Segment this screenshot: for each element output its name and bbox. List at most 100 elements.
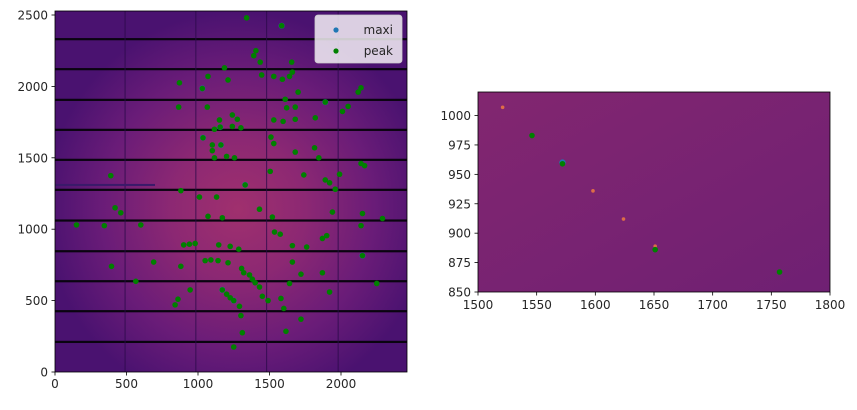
- right-y-axis: 850 875 900 925 950 975 1000: [440, 109, 478, 300]
- x-tick-label: 1650: [639, 298, 670, 312]
- peak-point: [361, 162, 368, 169]
- peak-point: [221, 65, 228, 71]
- peak-point: [278, 22, 285, 29]
- x-tick-label: 1500: [254, 377, 285, 391]
- right-image: [478, 92, 830, 292]
- peak-point: [107, 172, 114, 179]
- gap-line: [55, 38, 407, 41]
- x-tick-label: 1500: [463, 298, 494, 312]
- peak-point: [112, 204, 118, 211]
- left-y-axis: 0 500 1000 1500 2000 2500: [17, 9, 55, 380]
- hot-pixel: [621, 217, 626, 221]
- x-tick-label: 500: [115, 377, 138, 391]
- peak-point: [282, 96, 289, 103]
- peak-point: [373, 280, 380, 287]
- peak-point: [178, 263, 184, 270]
- peak-point: [259, 293, 266, 300]
- peak-point: [326, 179, 333, 186]
- peak-point: [358, 85, 364, 91]
- right-x-axis: 1500 1550 1600 1650 1700 1750 1800: [463, 292, 845, 312]
- peak-point: [231, 155, 238, 161]
- peak-point: [216, 117, 223, 123]
- peak-point: [250, 52, 257, 59]
- left-image: [55, 11, 407, 372]
- peak-point: [208, 257, 214, 263]
- peak-point: [312, 115, 319, 121]
- hot-pixel: [591, 189, 595, 193]
- peak-point: [101, 222, 108, 229]
- y-tick-label: 950: [448, 168, 471, 182]
- peak-point: [211, 126, 218, 133]
- peak-point: [209, 147, 216, 154]
- peak-point: [267, 168, 274, 175]
- left-scatter: [73, 15, 386, 350]
- right-scatter: [529, 132, 783, 275]
- peak-point: [176, 80, 183, 86]
- peak-point: [217, 124, 223, 130]
- x-tick-label: 1700: [697, 298, 728, 312]
- peak-point: [219, 214, 226, 221]
- peak-point: [270, 73, 277, 80]
- peak-point: [278, 295, 284, 302]
- peak-point: [213, 194, 220, 200]
- peak-marker-icon: [333, 48, 339, 54]
- peak-point: [319, 269, 326, 276]
- peak-point: [355, 89, 361, 95]
- peak-point: [175, 104, 182, 110]
- peak-point: [776, 269, 783, 275]
- gap-line: [55, 340, 407, 344]
- peak-point: [295, 89, 301, 95]
- peak-point: [277, 231, 284, 237]
- gap-line: [195, 11, 197, 372]
- x-tick-label: 1550: [521, 298, 552, 312]
- peak-point: [286, 280, 293, 287]
- peak-point: [289, 242, 296, 249]
- gap-line: [55, 219, 407, 222]
- y-tick-label: 1000: [440, 109, 471, 123]
- peak-point: [279, 76, 286, 83]
- peak-point: [289, 259, 296, 265]
- peak-point: [281, 305, 287, 312]
- peak-point: [199, 85, 206, 92]
- peak-point: [235, 246, 242, 252]
- peak-point: [268, 134, 274, 140]
- peak-point: [292, 149, 299, 155]
- peak-point: [223, 291, 230, 297]
- peak-point: [229, 123, 236, 130]
- peak-point: [240, 269, 247, 276]
- peak-point: [345, 103, 351, 110]
- peak-point: [230, 344, 237, 350]
- peak-point: [172, 302, 178, 308]
- peak-point: [286, 73, 293, 80]
- peak-point: [239, 329, 246, 336]
- peak-point: [117, 209, 124, 216]
- peak-point: [529, 132, 535, 139]
- peak-point: [298, 271, 304, 277]
- peak-point: [200, 135, 206, 141]
- peak-point: [178, 187, 184, 194]
- peak-point: [192, 240, 198, 247]
- peak-point: [209, 142, 216, 148]
- peak-point: [205, 213, 211, 220]
- peak-point: [211, 155, 218, 161]
- peak-point: [150, 259, 157, 265]
- peak-point: [379, 215, 386, 222]
- legend-peak-label: peak: [364, 44, 393, 58]
- peak-point: [187, 287, 193, 293]
- peak-point: [108, 263, 115, 270]
- peak-point: [219, 287, 226, 293]
- gap-line: [55, 68, 407, 71]
- peak-point: [359, 252, 366, 259]
- maxi-marker-icon: [333, 27, 339, 33]
- peak-point: [73, 222, 80, 228]
- y-tick-label: 975: [448, 138, 471, 152]
- peak-point: [225, 259, 231, 266]
- peak-point: [311, 145, 318, 151]
- peak-point: [270, 117, 277, 123]
- legend: maxi peak: [314, 14, 403, 64]
- gap-line: [55, 158, 407, 161]
- peak-point: [559, 160, 566, 167]
- peak-point: [288, 59, 295, 65]
- peak-point: [322, 99, 329, 105]
